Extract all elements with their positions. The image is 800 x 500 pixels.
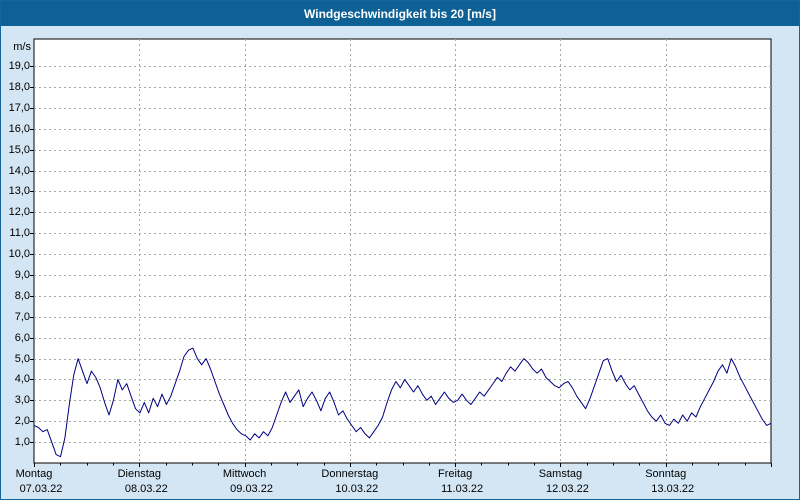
y-tick-label: 10,0 bbox=[8, 248, 30, 261]
y-tick-label: 4,0 bbox=[14, 373, 30, 386]
y-tick-label: 15,0 bbox=[8, 143, 30, 156]
y-tick-label: 5,0 bbox=[14, 352, 30, 365]
x-day-label: Mittwoch bbox=[222, 468, 267, 480]
x-date-label: 13.03.22 bbox=[651, 483, 695, 495]
y-tick-label: 7,0 bbox=[14, 310, 30, 323]
x-day-label: Sonntag bbox=[645, 468, 687, 480]
x-date-label: 11.03.22 bbox=[441, 483, 484, 495]
y-tick-label: 17,0 bbox=[8, 101, 30, 114]
y-tick-label: 1,0 bbox=[14, 436, 30, 449]
y-tick-label: 6,0 bbox=[14, 331, 30, 344]
x-date-label: 12.03.22 bbox=[546, 483, 589, 495]
y-tick-label: 19,0 bbox=[8, 60, 30, 73]
y-tick-label: 12,0 bbox=[8, 206, 30, 219]
x-date-label: 07.03.22 bbox=[19, 483, 63, 495]
x-date-label: 08.03.22 bbox=[124, 483, 168, 495]
y-tick-label: 18,0 bbox=[8, 81, 30, 94]
x-day-label: Freitag bbox=[438, 468, 473, 480]
x-day-label: Donnerstag bbox=[321, 468, 379, 480]
plot-frame bbox=[33, 38, 772, 464]
x-date-label: 09.03.22 bbox=[230, 483, 273, 495]
x-date-label: 10.03.22 bbox=[335, 483, 379, 495]
y-tick-label: 3,0 bbox=[14, 394, 30, 407]
title-bar: Windgeschwindigkeit bis 20 [m/s] bbox=[1, 1, 799, 26]
y-tick-label: 14,0 bbox=[8, 164, 30, 177]
y-axis-unit-label: m/s bbox=[13, 41, 31, 53]
y-tick-label: 13,0 bbox=[8, 185, 30, 198]
x-day-label: Montag bbox=[15, 468, 53, 480]
y-tick-label: 16,0 bbox=[8, 122, 30, 135]
y-tick-label: 9,0 bbox=[14, 269, 30, 282]
x-day-label: Samstag bbox=[538, 468, 583, 480]
y-tick-label: 8,0 bbox=[14, 289, 30, 302]
wind-speed-line bbox=[33, 347, 772, 458]
y-tick-label: 2,0 bbox=[14, 415, 30, 428]
chart-title: Windgeschwindigkeit bis 20 [m/s] bbox=[304, 6, 496, 21]
y-tick-label: 11,0 bbox=[9, 227, 30, 240]
x-day-label: Dienstag bbox=[117, 468, 161, 480]
